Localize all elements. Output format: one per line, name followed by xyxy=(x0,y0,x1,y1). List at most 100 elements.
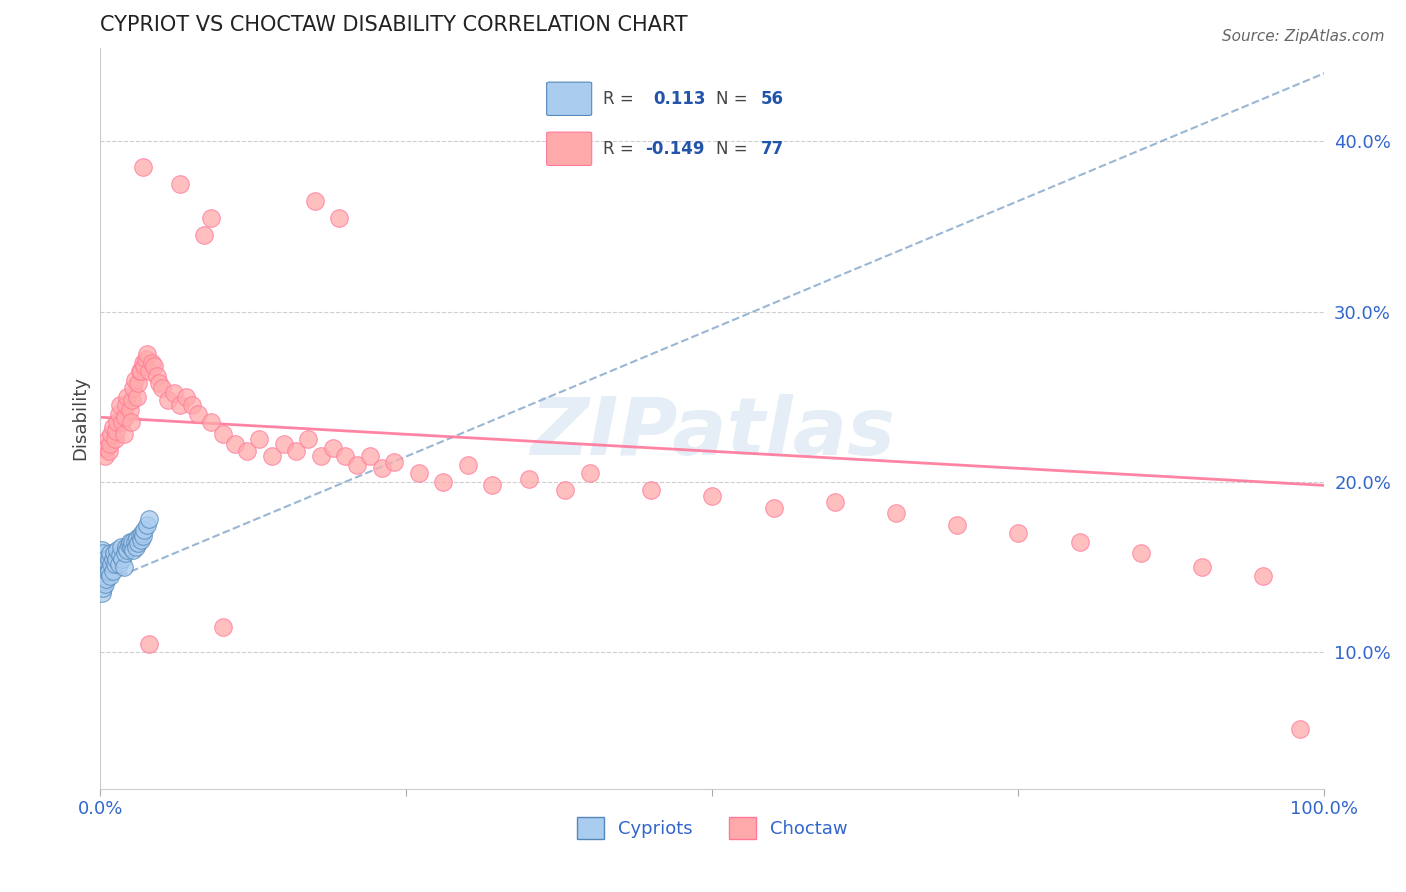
Point xyxy=(122,381,145,395)
Point xyxy=(200,415,222,429)
Point xyxy=(200,211,222,225)
Point xyxy=(101,564,124,578)
Point xyxy=(328,211,350,225)
Point xyxy=(117,538,139,552)
Point xyxy=(359,450,381,464)
Text: ZIPatlas: ZIPatlas xyxy=(530,394,894,472)
Point xyxy=(104,557,127,571)
Point xyxy=(125,540,148,554)
Point xyxy=(103,547,125,561)
Point xyxy=(702,489,724,503)
Point xyxy=(260,450,283,464)
Point xyxy=(108,548,131,562)
Point xyxy=(91,564,114,578)
Point xyxy=(517,472,540,486)
Point xyxy=(143,359,166,373)
Point xyxy=(100,427,122,442)
Point xyxy=(211,427,233,442)
Point xyxy=(93,566,115,580)
Point xyxy=(138,637,160,651)
Point xyxy=(346,458,368,472)
Point xyxy=(127,376,149,391)
Point xyxy=(138,512,160,526)
Point xyxy=(946,517,969,532)
Point xyxy=(174,390,197,404)
Point xyxy=(132,356,155,370)
Point xyxy=(135,347,157,361)
Point xyxy=(117,543,139,558)
Point xyxy=(132,160,155,174)
Point xyxy=(107,557,129,571)
Point xyxy=(224,437,246,451)
Point xyxy=(273,437,295,451)
Point xyxy=(304,194,326,208)
Point xyxy=(96,572,118,586)
Point xyxy=(211,620,233,634)
Point xyxy=(94,568,117,582)
Point xyxy=(91,572,114,586)
Point xyxy=(90,551,112,566)
Point xyxy=(169,398,191,412)
Point xyxy=(96,441,118,455)
Point xyxy=(118,403,141,417)
Point xyxy=(101,551,124,566)
Point xyxy=(115,398,138,412)
Point xyxy=(322,441,344,455)
Point xyxy=(108,398,131,412)
Point xyxy=(98,437,121,451)
Point xyxy=(134,523,156,537)
Point xyxy=(90,568,112,582)
Point xyxy=(120,415,142,429)
Point xyxy=(408,467,430,481)
Point xyxy=(181,398,204,412)
Point xyxy=(148,376,170,391)
Point xyxy=(125,531,148,545)
Point xyxy=(107,415,129,429)
Point xyxy=(104,433,127,447)
Point xyxy=(640,483,662,498)
Point xyxy=(249,433,271,447)
Point xyxy=(824,495,846,509)
Point xyxy=(91,547,114,561)
Point xyxy=(97,566,120,580)
Point xyxy=(236,444,259,458)
Point xyxy=(1289,722,1312,736)
Point xyxy=(333,450,356,464)
Point xyxy=(150,381,173,395)
Point xyxy=(129,364,152,378)
Point xyxy=(93,557,115,571)
Point xyxy=(128,529,150,543)
Point xyxy=(94,450,117,464)
Point xyxy=(120,540,142,554)
Point xyxy=(97,444,120,458)
Point xyxy=(1069,534,1091,549)
Point xyxy=(762,500,785,515)
Point xyxy=(93,574,115,588)
Point xyxy=(457,458,479,472)
Point xyxy=(1191,560,1213,574)
Point xyxy=(94,560,117,574)
Point xyxy=(187,407,209,421)
Point xyxy=(115,540,138,554)
Point xyxy=(432,475,454,489)
Point xyxy=(97,551,120,566)
Point xyxy=(98,547,121,561)
Point xyxy=(111,551,134,566)
Legend: Cypriots, Choctaw: Cypriots, Choctaw xyxy=(569,810,855,847)
Point xyxy=(163,386,186,401)
Point xyxy=(112,427,135,442)
Point xyxy=(481,478,503,492)
Point xyxy=(105,551,128,566)
Point xyxy=(132,529,155,543)
Point xyxy=(129,533,152,547)
Point xyxy=(111,415,134,429)
Point xyxy=(90,543,112,558)
Point xyxy=(97,564,120,578)
Point xyxy=(145,369,167,384)
Point xyxy=(1251,568,1274,582)
Point xyxy=(91,581,114,595)
Point xyxy=(124,373,146,387)
Point xyxy=(554,483,576,498)
Point xyxy=(96,551,118,566)
Point xyxy=(118,534,141,549)
